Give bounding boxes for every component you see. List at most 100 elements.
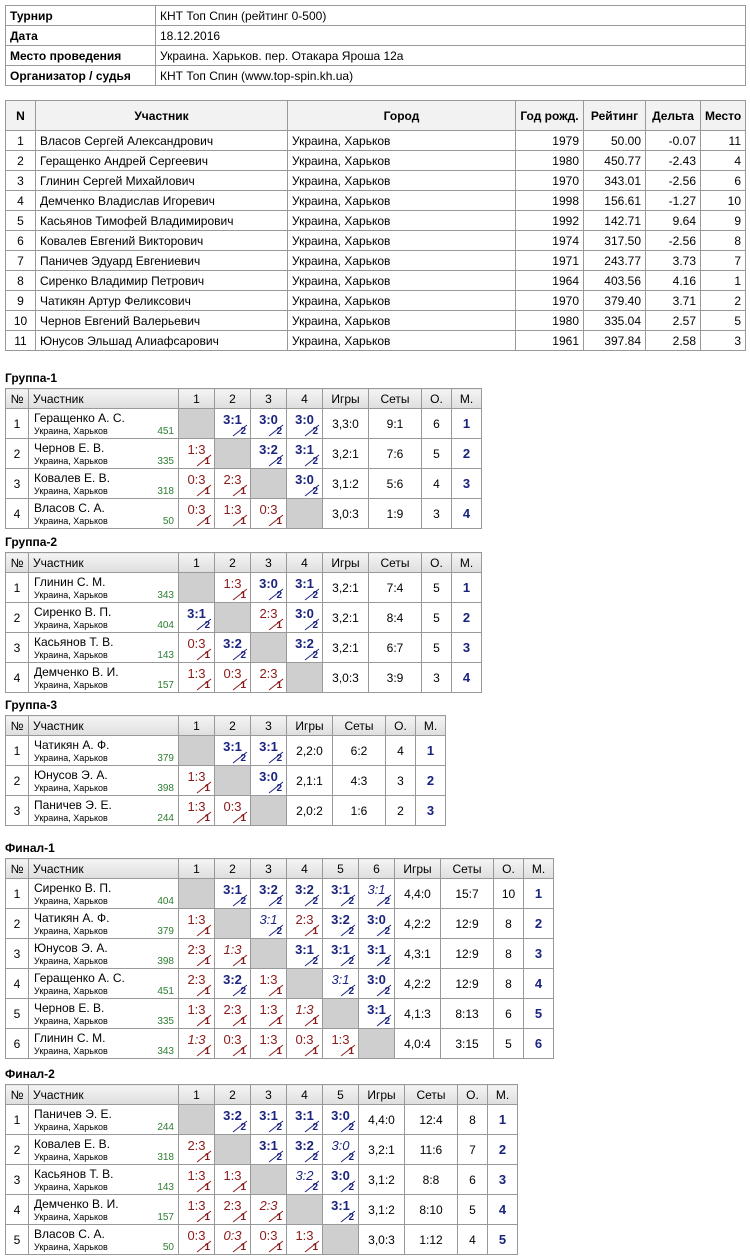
- player-row: 3 Юнусов Э. А. Украина, Харьков 398 2:3 1 1:3 1…: [5, 938, 554, 969]
- player-rating: 343: [157, 590, 174, 601]
- match-points: 1: [204, 986, 210, 997]
- player-cell: Паничев Э. Е. Украина, Харьков 244: [28, 1104, 179, 1135]
- match-result: 2:3 1: [252, 1196, 286, 1224]
- player-rating: 451: [157, 986, 174, 997]
- slash: [376, 984, 392, 997]
- diagonal-cell: [250, 468, 287, 499]
- player-cell: Демченко В. И. Украина, Харьков 157: [28, 1194, 179, 1225]
- header-row: № Участник 1 2 3 4 5 Игры Сеты О. М.: [5, 1084, 518, 1105]
- column-header: Участник: [28, 715, 179, 736]
- player-name: Касьянов Т. В.: [34, 635, 114, 649]
- match-cell: 3:1 2: [214, 878, 251, 909]
- participant-cell: 9: [5, 290, 36, 311]
- player-name: Демченко В. И.: [34, 665, 119, 679]
- player-row: 1 Чатикян А. Ф. Украина, Харьков 379 3:1 2 3:1…: [5, 735, 446, 766]
- match-score: 3:1: [223, 412, 242, 427]
- slash: [196, 648, 212, 661]
- player-city: Украина, Харьков: [34, 680, 108, 690]
- sets: 7:4: [368, 572, 422, 603]
- player-name: Геращенко А. С.: [34, 971, 125, 985]
- participant-cell: 1980: [515, 310, 584, 331]
- match-result: 0:3 1: [180, 500, 214, 528]
- participant-cell: Чатикян Артур Феликсович: [35, 290, 288, 311]
- match-result: 1:3 1: [216, 574, 250, 602]
- match-points: 2: [276, 456, 282, 467]
- player-name: Ковалев Е. В.: [34, 471, 110, 485]
- column-header: 2: [214, 552, 251, 573]
- match-cell: 2:3 1: [214, 998, 251, 1029]
- match-score: 1:3: [295, 1002, 314, 1017]
- match-points: 1: [204, 486, 210, 497]
- group-table: № Участник 1 2 3 Игры Сеты О. М. 1 Чатикян А. Ф. Ук…: [5, 715, 446, 826]
- participant-cell: 1964: [515, 270, 584, 291]
- player-cell: Сиренко В. П. Украина, Харьков 404: [28, 878, 179, 909]
- games: 4,3:1: [394, 938, 441, 969]
- info-value: Украина. Харьков. пер. Отакара Яроша 12а: [155, 45, 746, 66]
- sets: 12:9: [440, 968, 494, 999]
- slash: [232, 1210, 248, 1223]
- sets: 8:8: [404, 1164, 458, 1195]
- match-points: 2: [312, 620, 318, 631]
- match-points: 2: [276, 1122, 282, 1133]
- player-number: 3: [5, 938, 29, 969]
- match-points: 2: [312, 590, 318, 601]
- match-cell: 3:2 2: [286, 1164, 323, 1195]
- match-cell: 2:3 1: [214, 468, 251, 499]
- match-points: 1: [204, 1212, 210, 1223]
- match-result: 1:3 1: [216, 500, 250, 528]
- match-score: 3:1: [187, 606, 206, 621]
- participant-cell: Глинин Сергей Михайлович: [35, 170, 288, 191]
- match-points: 1: [240, 1242, 246, 1253]
- info-value: КНТ Топ Спин (рейтинг 0-500): [155, 5, 746, 26]
- place: 5: [523, 998, 554, 1029]
- games: 3,3:0: [322, 408, 369, 439]
- column-header: Игры: [322, 552, 369, 573]
- player-city: Украина, Харьков: [34, 1152, 108, 1162]
- place: 3: [451, 632, 482, 663]
- player-rating: 335: [157, 456, 174, 467]
- games: 3,2:1: [358, 1134, 405, 1165]
- player-row: 4 Власов С. А. Украина, Харьков 50 0:3 1 1:3 1 0…: [5, 498, 482, 529]
- match-points: 2: [276, 753, 282, 764]
- match-points: 1: [204, 680, 210, 691]
- match-cell: 3:1 2: [250, 908, 287, 939]
- games: 3,2:1: [322, 572, 369, 603]
- player-cell: Сиренко В. П. Украина, Харьков 404: [28, 602, 179, 633]
- match-cell: 3:0 2: [286, 468, 323, 499]
- participant-cell: 335.04: [583, 310, 646, 331]
- points: 6: [493, 998, 524, 1029]
- participant-cell: 379.40: [583, 290, 646, 311]
- match-score: 2:3: [223, 1198, 242, 1213]
- points: 4: [457, 1224, 488, 1255]
- slash: [268, 454, 284, 467]
- match-result: 3:0 2: [252, 410, 286, 438]
- match-score: 3:1: [367, 942, 386, 957]
- match-cell: 0:3 1: [214, 1224, 251, 1255]
- match-score: 2:3: [259, 606, 278, 621]
- column-header: 4: [286, 388, 323, 409]
- player-city: Украина, Харьков: [34, 896, 108, 906]
- games: 3,2:1: [322, 632, 369, 663]
- match-result: 1:3 1: [252, 1000, 286, 1028]
- match-points: 1: [204, 783, 210, 794]
- match-score: 2:3: [187, 972, 206, 987]
- games: 3,2:1: [322, 438, 369, 469]
- participant-cell: 5: [5, 210, 36, 231]
- column-header: Сеты: [332, 715, 386, 736]
- sets: 3:9: [368, 662, 422, 693]
- match-result: 2:3 1: [216, 1196, 250, 1224]
- slash: [232, 484, 248, 497]
- match-cell: 1:3 1: [178, 998, 215, 1029]
- slash: [340, 1150, 356, 1163]
- player-name: Сиренко В. П.: [34, 605, 112, 619]
- player-number: 3: [5, 632, 29, 663]
- player-row: 3 Касьянов Т. В. Украина, Харьков 143 0:3 1 3:…: [5, 632, 482, 663]
- player-rating: 335: [157, 1016, 174, 1027]
- match-score: 3:0: [331, 1138, 350, 1153]
- match-result: 3:1 2: [324, 970, 358, 998]
- slash: [268, 984, 284, 997]
- match-result: 1:3 1: [180, 664, 214, 692]
- place: 6: [523, 1028, 554, 1059]
- participant-cell: Ковалев Евгений Викторович: [35, 230, 288, 251]
- match-points: 1: [276, 516, 282, 527]
